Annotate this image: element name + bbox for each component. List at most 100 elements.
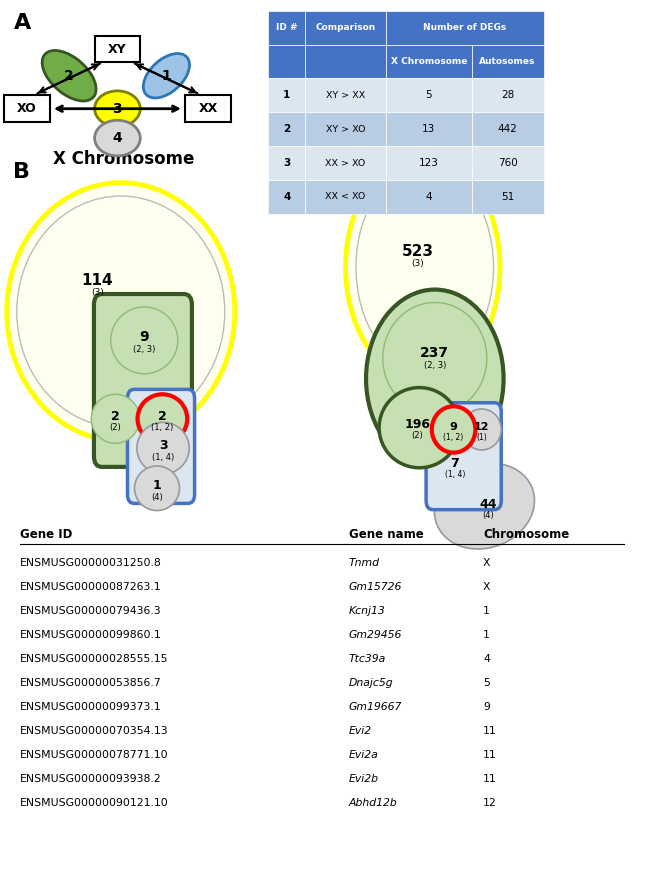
FancyBboxPatch shape	[268, 112, 305, 146]
Text: 2: 2	[111, 410, 120, 422]
Text: Gm19667: Gm19667	[349, 702, 403, 712]
Text: ENSMUSG00000090121.10: ENSMUSG00000090121.10	[20, 798, 169, 808]
Text: X Chromosome: X Chromosome	[391, 57, 467, 66]
Text: 760: 760	[498, 158, 517, 168]
Text: ENSMUSG00000031250.8: ENSMUSG00000031250.8	[20, 558, 162, 568]
Ellipse shape	[379, 388, 460, 468]
Text: (2, 3): (2, 3)	[133, 345, 156, 354]
Text: (1, 4): (1, 4)	[445, 470, 465, 478]
Text: ENSMUSG00000093938.2: ENSMUSG00000093938.2	[20, 774, 162, 784]
Text: Evi2a: Evi2a	[349, 750, 378, 760]
Text: 11: 11	[483, 750, 497, 760]
FancyBboxPatch shape	[268, 146, 305, 180]
Text: 1: 1	[483, 606, 490, 616]
Text: XX > XO: XX > XO	[325, 159, 366, 168]
FancyBboxPatch shape	[268, 180, 305, 214]
Text: 196: 196	[405, 418, 430, 430]
FancyBboxPatch shape	[185, 95, 231, 122]
FancyBboxPatch shape	[472, 78, 544, 112]
Text: B: B	[13, 162, 30, 182]
Text: Kcnj13: Kcnj13	[349, 606, 386, 616]
Text: XX < XO: XX < XO	[325, 192, 366, 201]
Text: (1, 2): (1, 2)	[444, 433, 464, 442]
Ellipse shape	[91, 394, 140, 443]
FancyBboxPatch shape	[472, 112, 544, 146]
Text: (1, 4): (1, 4)	[152, 453, 174, 462]
Text: XX: XX	[199, 102, 217, 115]
Text: 3: 3	[283, 158, 291, 168]
FancyBboxPatch shape	[426, 403, 501, 510]
Text: 4: 4	[425, 192, 432, 202]
FancyBboxPatch shape	[305, 78, 386, 112]
FancyBboxPatch shape	[305, 45, 386, 78]
Text: Gene ID: Gene ID	[20, 527, 72, 541]
FancyBboxPatch shape	[386, 112, 472, 146]
Text: 1: 1	[152, 479, 162, 492]
Ellipse shape	[462, 409, 501, 450]
Text: XO: XO	[17, 102, 37, 115]
Text: (4): (4)	[151, 493, 163, 502]
Ellipse shape	[138, 394, 187, 443]
FancyBboxPatch shape	[305, 180, 386, 214]
Text: 13: 13	[422, 124, 435, 135]
Ellipse shape	[434, 463, 535, 549]
Text: (4): (4)	[482, 511, 495, 520]
Text: ENSMUSG00000099860.1: ENSMUSG00000099860.1	[20, 630, 162, 640]
Text: 5: 5	[483, 678, 490, 688]
Text: 237: 237	[420, 346, 450, 360]
Text: XY > XX: XY > XX	[326, 91, 365, 100]
Text: 9: 9	[140, 330, 149, 344]
Text: 12: 12	[474, 421, 490, 432]
Text: (3): (3)	[91, 288, 104, 297]
Ellipse shape	[432, 406, 475, 453]
FancyBboxPatch shape	[94, 294, 192, 467]
FancyBboxPatch shape	[305, 112, 386, 146]
Text: 11: 11	[483, 726, 497, 736]
Text: ENSMUSG00000070354.13: ENSMUSG00000070354.13	[20, 726, 168, 736]
FancyBboxPatch shape	[386, 11, 544, 45]
Text: Abhd12b: Abhd12b	[349, 798, 398, 808]
Ellipse shape	[95, 120, 140, 156]
Text: 44: 44	[480, 498, 497, 511]
Text: 1: 1	[483, 630, 490, 640]
Text: (3): (3)	[411, 259, 424, 268]
Text: 3: 3	[159, 439, 167, 452]
FancyBboxPatch shape	[268, 45, 305, 78]
Ellipse shape	[366, 290, 503, 468]
Ellipse shape	[144, 53, 189, 98]
FancyBboxPatch shape	[4, 95, 50, 122]
Ellipse shape	[7, 183, 235, 441]
Text: (2): (2)	[109, 423, 121, 432]
FancyBboxPatch shape	[305, 146, 386, 180]
FancyBboxPatch shape	[386, 78, 472, 112]
Text: (2, 3): (2, 3)	[423, 361, 446, 370]
Text: Tnmd: Tnmd	[349, 558, 380, 568]
Text: Autosomes: Autosomes	[479, 57, 536, 66]
Text: 4: 4	[283, 192, 291, 202]
Ellipse shape	[346, 154, 500, 381]
Text: ENSMUSG00000028555.15: ENSMUSG00000028555.15	[20, 654, 168, 664]
Text: Evi2b: Evi2b	[349, 774, 379, 784]
Text: Autosomes: Autosomes	[394, 150, 499, 168]
Text: Gm29456: Gm29456	[349, 630, 403, 640]
Text: 28: 28	[501, 90, 514, 101]
Text: 9: 9	[483, 702, 490, 712]
Text: 1: 1	[283, 90, 291, 101]
Text: X: X	[483, 558, 491, 568]
Text: Evi2: Evi2	[349, 726, 372, 736]
Text: 3: 3	[113, 102, 122, 116]
Text: ENSMUSG00000078771.10: ENSMUSG00000078771.10	[20, 750, 168, 760]
FancyBboxPatch shape	[472, 45, 544, 78]
Text: ENSMUSG00000053856.7: ENSMUSG00000053856.7	[20, 678, 162, 688]
Text: X Chromosome: X Chromosome	[54, 150, 195, 168]
FancyBboxPatch shape	[386, 146, 472, 180]
FancyBboxPatch shape	[95, 36, 140, 62]
Text: ENSMUSG00000079436.3: ENSMUSG00000079436.3	[20, 606, 162, 616]
Text: 2: 2	[64, 69, 74, 83]
Text: 1: 1	[162, 69, 171, 83]
Text: ID #: ID #	[276, 23, 298, 32]
Ellipse shape	[42, 51, 96, 101]
Text: 11: 11	[483, 774, 497, 784]
Text: 7: 7	[450, 457, 460, 470]
Text: ENSMUSG00000087263.1: ENSMUSG00000087263.1	[20, 582, 162, 592]
